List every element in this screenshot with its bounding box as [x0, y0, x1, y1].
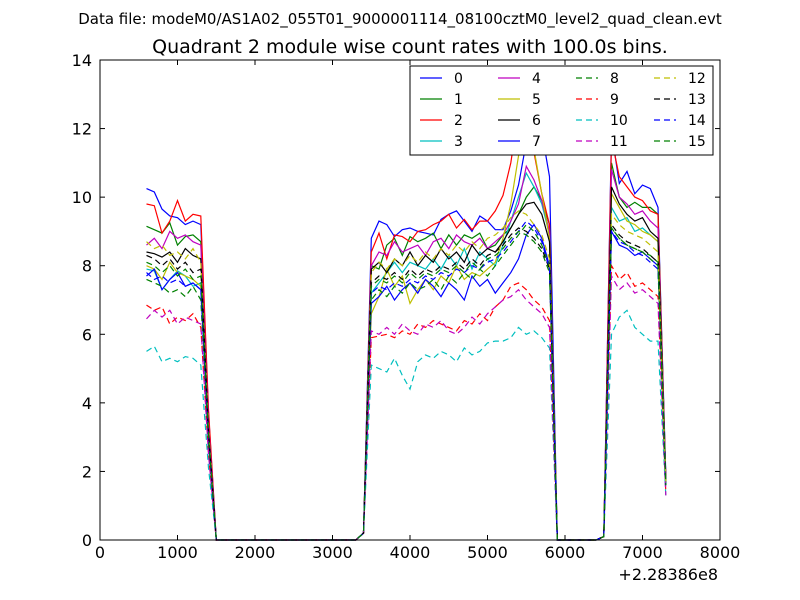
y-tick-label: 8 [82, 257, 92, 276]
legend-label: 6 [532, 113, 541, 129]
legend-label: 11 [610, 134, 628, 150]
legend-label: 9 [610, 92, 619, 108]
series-line-11 [146, 273, 667, 541]
x-tick-label: 2000 [235, 543, 276, 562]
y-tick-label: 12 [72, 120, 92, 139]
y-tick-label: 10 [72, 188, 92, 207]
legend-label: 8 [610, 71, 619, 87]
legend-label: 4 [532, 71, 541, 87]
y-tick-label: 14 [72, 51, 92, 70]
x-tick-label: 5000 [467, 543, 508, 562]
x-tick-label: 6000 [545, 543, 586, 562]
legend-label: 7 [532, 134, 541, 150]
y-tick-label: 4 [82, 394, 92, 413]
legend-label: 3 [454, 134, 463, 150]
legend-label: 13 [688, 92, 706, 108]
legend-label: 5 [532, 92, 541, 108]
legend-label: 15 [688, 134, 706, 150]
legend-label: 1 [454, 92, 463, 108]
x-tick-label: 1000 [157, 543, 198, 562]
legend-label: 0 [454, 71, 463, 87]
x-tick-label: 8000 [700, 543, 741, 562]
plot-frame [99, 59, 721, 541]
x-offset-label: +2.28386e8 [618, 565, 718, 584]
legend-label: 10 [610, 113, 628, 129]
axis-layer: 0 1000 2000 3000 4000 5000 6000 7000 80000246810… [72, 51, 741, 562]
x-tick-label: 3000 [312, 543, 353, 562]
x-tick-label: 4000 [390, 543, 431, 562]
suptitle: Data file: modeM0/AS1A02_055T01_90000011… [78, 10, 722, 29]
x-tick-label: 0 [95, 543, 105, 562]
x-tick-label: 7000 [622, 543, 663, 562]
y-tick-label: 6 [82, 325, 92, 344]
legend-label: 2 [454, 113, 463, 129]
y-tick-label: 0 [82, 531, 92, 550]
legend-label: 12 [688, 71, 706, 87]
legend-label: 14 [688, 113, 706, 129]
legend-box [409, 65, 714, 156]
chart-title: Quadrant 2 module wise count rates with … [152, 36, 668, 58]
y-tick-label: 2 [82, 462, 92, 481]
